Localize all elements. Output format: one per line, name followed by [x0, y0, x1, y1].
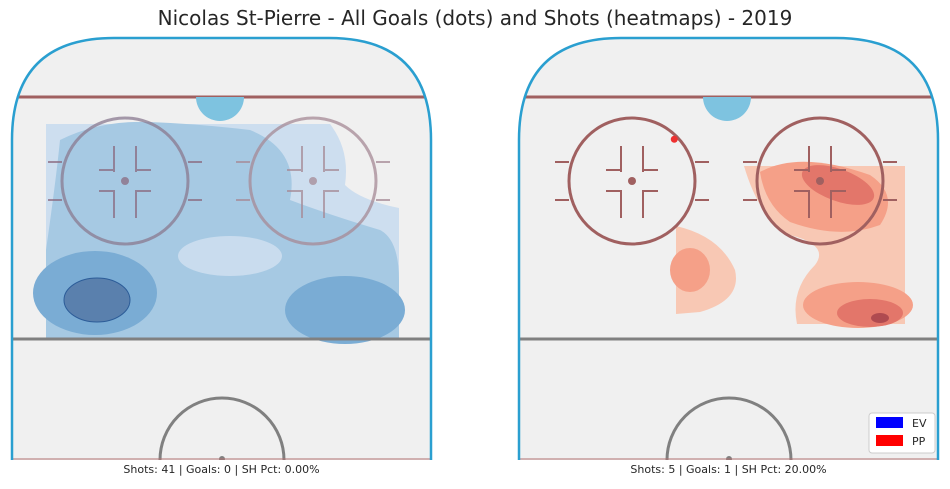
legend-swatch-ev — [876, 417, 903, 428]
legend-label-ev: EV — [912, 417, 927, 430]
goal-crease-pp — [703, 97, 751, 121]
chart-title: Nicolas St-Pierre - All Goals (dots) and… — [157, 6, 793, 30]
legend-swatch-pp — [876, 435, 903, 446]
heatmap-level-3b-pp — [837, 299, 903, 327]
goal-dots-pp — [670, 135, 678, 143]
heatmap-level-3b-ev — [285, 276, 405, 344]
legend: EV PP — [868, 412, 936, 454]
goal-dot — [670, 135, 678, 143]
rink-panel-ev — [10, 36, 433, 460]
faceoff-circle-right-ev — [236, 116, 390, 246]
goal-crease-ev — [196, 97, 244, 121]
heatmap-level-2c-pp — [670, 248, 710, 292]
rink-panel-pp — [517, 36, 940, 460]
faceoff-circle-left-pp — [555, 116, 709, 246]
faceoff-circle-left-ev — [48, 116, 202, 246]
legend-label-pp: PP — [912, 435, 926, 448]
heatmap-hole-ev — [178, 236, 282, 276]
heatmap-level-4-ev — [63, 277, 131, 323]
heatmap-level-4-pp — [871, 313, 889, 323]
heatmap-level-3a-pp — [801, 165, 875, 205]
rink-surface-pp — [519, 38, 938, 460]
boards-pp — [517, 36, 940, 460]
center-circle-ev — [158, 396, 286, 460]
caption-pp: Shots: 5 | Goals: 1 | SH Pct: 20.00% — [630, 463, 827, 476]
caption-ev: Shots: 41 | Goals: 0 | SH Pct: 0.00% — [123, 463, 320, 476]
boards-ev — [10, 36, 433, 460]
faceoff-circle-right-pp — [743, 116, 897, 246]
center-circle-pp — [665, 396, 793, 460]
